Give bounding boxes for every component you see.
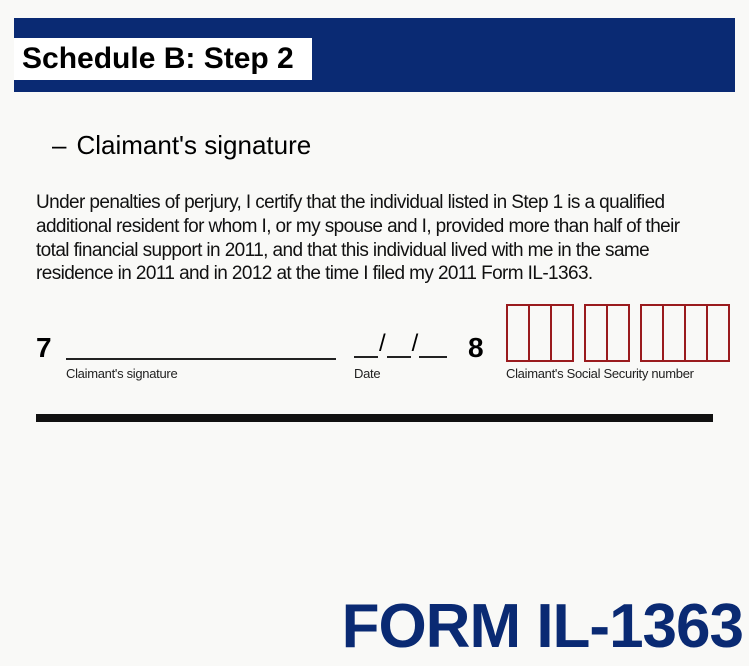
line-7-number: 7: [36, 332, 52, 364]
line-8-number: 8: [468, 332, 484, 364]
bullet-text: Claimant's signature: [76, 130, 311, 160]
ssn-cell[interactable]: [608, 306, 630, 360]
signature-label: Claimant's signature: [66, 366, 177, 381]
bullet-line: –Claimant's signature: [52, 130, 749, 161]
page-title: Schedule B: Step 2: [14, 38, 312, 80]
certification-block: Under penalties of perjury, I certify th…: [36, 191, 713, 286]
form-footer-title: FORM IL-1363: [342, 591, 743, 662]
date-label: Date: [354, 366, 380, 381]
certification-text: Under penalties of perjury, I certify th…: [36, 191, 713, 286]
date-slash: /: [378, 330, 387, 358]
date-segment-mm[interactable]: [354, 328, 378, 358]
ssn-cell[interactable]: [664, 306, 686, 360]
ssn-cell[interactable]: [552, 306, 574, 360]
ssn-group[interactable]: [506, 304, 574, 362]
date-slash: /: [411, 330, 420, 358]
ssn-group[interactable]: [640, 304, 730, 362]
ssn-label: Claimant's Social Security number: [506, 366, 694, 381]
section-rule: [36, 414, 713, 422]
fields-row: 7 Claimant's signature // Date 8 Claiman…: [36, 304, 713, 414]
date-field[interactable]: //: [354, 328, 449, 358]
ssn-cell[interactable]: [708, 306, 730, 360]
ssn-group[interactable]: [584, 304, 630, 362]
date-segment-yy[interactable]: [419, 328, 447, 358]
ssn-cell[interactable]: [530, 306, 552, 360]
ssn-cell[interactable]: [586, 306, 608, 360]
date-segment-dd[interactable]: [387, 328, 411, 358]
bullet-dash: –: [52, 130, 66, 160]
signature-line[interactable]: [66, 358, 336, 360]
ssn-field[interactable]: [506, 304, 730, 362]
ssn-cell[interactable]: [508, 306, 530, 360]
ssn-cell[interactable]: [686, 306, 708, 360]
ssn-cell[interactable]: [642, 306, 664, 360]
header: Schedule B: Step 2: [14, 18, 735, 92]
